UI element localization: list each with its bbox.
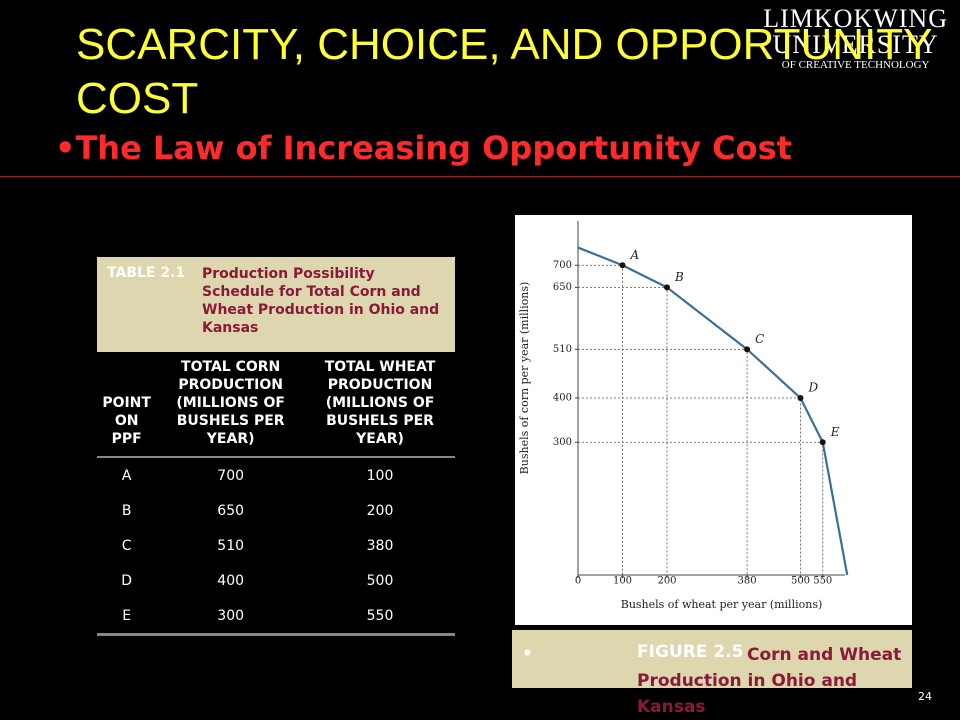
y-tick-label: 510 <box>553 344 572 355</box>
column-header: TOTAL CORN PRODUCTION (MILLIONS OF BUSHE… <box>156 358 306 458</box>
table-cell: 300 <box>156 598 306 636</box>
table-row: A 700 100 <box>97 457 455 493</box>
x-tick-label: 100 <box>613 576 632 587</box>
point-label: C <box>755 332 764 346</box>
y-tick-label: 650 <box>553 282 572 293</box>
guide-line <box>578 441 824 575</box>
point-label: A <box>630 248 640 262</box>
x-tick-label: 0 <box>575 576 581 587</box>
table-cell: 380 <box>366 537 394 554</box>
y-axis-label: Bushels of corn per year (millions) <box>518 282 531 475</box>
point-label: E <box>830 425 840 439</box>
subtitle-text: The Law of Increasing Opportunity Cost <box>75 129 792 167</box>
table-cell: B <box>121 502 132 519</box>
bullet: • <box>522 644 533 664</box>
table-row: D 400 500 <box>97 563 455 598</box>
x-tick-label: 380 <box>738 576 757 587</box>
logo: LIMKOKWING UNIVERSITY OF CREATIVE TECHNO… <box>763 6 948 72</box>
table-row: B 650 200 <box>97 493 455 528</box>
x-tick-label: 200 <box>657 576 676 587</box>
table-cell: 510 <box>217 537 245 554</box>
chart: 300 400 510 650 700 0 100 200 380 500 550 Bushels o… <box>515 215 912 625</box>
x-tick-label: 500 <box>791 576 810 587</box>
point-label: B <box>674 270 684 284</box>
y-tick-label: 700 <box>553 260 572 271</box>
divider <box>0 176 960 177</box>
y-tick-label: 300 <box>553 437 572 448</box>
guide-line <box>578 348 748 575</box>
point-label: D <box>808 381 819 395</box>
figure-label: FIGURE 2.5 <box>637 642 744 662</box>
table-cell: 500 <box>366 572 394 589</box>
table-cell: D <box>121 572 133 589</box>
table-row: E 300 550 <box>97 598 455 636</box>
data-point <box>744 346 751 353</box>
table-cell: A <box>121 467 132 484</box>
guide-line <box>578 397 801 575</box>
ppf-curve <box>577 246 849 576</box>
table-caption: Production Possibility Schedule for Tota… <box>202 266 440 336</box>
column-header: TOTAL WHEAT PRODUCTION (MILLIONS OF BUSH… <box>305 358 455 458</box>
table-head-row: POINT ON PPF TOTAL CORN PRODUCTION (MILLI… <box>97 358 455 458</box>
subtitle: •The Law of Increasing Opportunity Cost <box>55 129 792 167</box>
table-body: A 700 100 B 650 200 C 510 380 D 400 500 E 300 550 <box>97 457 455 636</box>
table: POINT ON PPF TOTAL CORN PRODUCTION (MILLI… <box>97 358 455 636</box>
x-axis-label: Bushels of wheat per year (millions) <box>621 598 823 611</box>
x-tick-label: 550 <box>813 576 832 587</box>
table-row: C 510 380 <box>97 528 455 563</box>
table-cell: C <box>121 537 132 554</box>
table-cell: 100 <box>366 467 394 484</box>
guide-line <box>578 264 623 575</box>
logo-text: UNIVERSITY <box>772 30 939 59</box>
logo-text: LIMKOKWING <box>763 4 948 33</box>
slide-title: SCARCITY, CHOICE, AND OPPORTUNITY COST <box>76 20 932 123</box>
data-point <box>797 395 804 401</box>
table-label: TABLE 2.1 <box>107 265 186 281</box>
column-header: POINT ON PPF <box>97 358 157 458</box>
data-point <box>664 284 670 291</box>
y-tick-label: 400 <box>553 393 572 404</box>
figure-caption-box: • FIGURE 2.5 Corn and Wheat Production i… <box>512 630 912 717</box>
table-header: TABLE 2.1 Production Possibility Schedul… <box>97 257 455 352</box>
data-point <box>619 262 626 269</box>
figure-caption: Corn and Wheat Production in Ohio and Ka… <box>637 645 902 717</box>
table-cell: 700 <box>217 467 245 484</box>
data-point <box>819 439 826 446</box>
page-number: 24 <box>918 690 932 703</box>
table-cell: 650 <box>217 502 245 519</box>
table-cell: E <box>97 598 157 636</box>
table-cell: 400 <box>217 572 245 589</box>
table-cell: 550 <box>305 598 455 636</box>
table-cell: 200 <box>366 502 394 519</box>
logo-text: OF CREATIVE TECHNOLOGY <box>781 59 930 71</box>
